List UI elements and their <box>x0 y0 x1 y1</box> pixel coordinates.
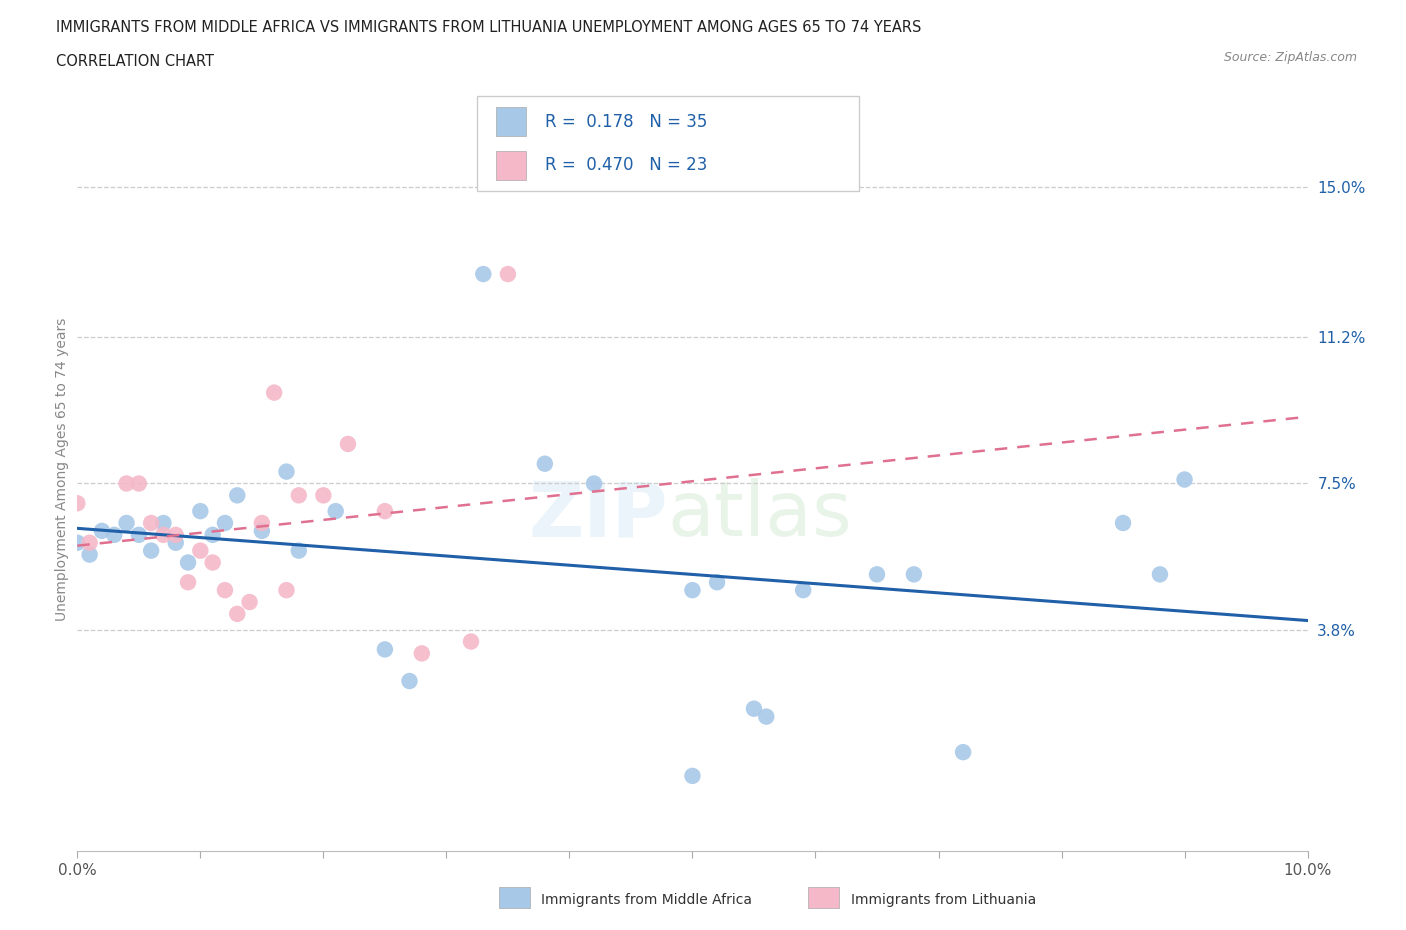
Point <box>90 524 114 538</box>
Point <box>165 527 187 542</box>
Text: R =  0.470   N = 23: R = 0.470 N = 23 <box>546 156 707 174</box>
Point <box>792 583 814 598</box>
Point <box>337 436 360 451</box>
Point <box>128 527 150 542</box>
Point <box>276 583 298 598</box>
Point <box>115 476 138 491</box>
Text: R =  0.178   N = 35: R = 0.178 N = 35 <box>546 113 707 131</box>
Point <box>682 583 704 598</box>
Point <box>115 515 138 530</box>
Point <box>250 515 273 530</box>
Point <box>374 642 396 657</box>
Point <box>188 543 212 558</box>
Text: atlas: atlas <box>668 478 852 552</box>
Point <box>583 476 606 491</box>
Bar <box>496 151 526 179</box>
Point <box>226 488 249 503</box>
Point <box>288 543 311 558</box>
Point <box>534 457 557 472</box>
Point <box>742 701 765 716</box>
Point <box>755 710 778 724</box>
Point <box>201 555 224 570</box>
Point <box>177 555 200 570</box>
Point <box>1112 515 1135 530</box>
Bar <box>496 108 526 137</box>
Point <box>472 267 495 282</box>
Point <box>276 464 298 479</box>
Point <box>141 515 163 530</box>
Text: IMMIGRANTS FROM MIDDLE AFRICA VS IMMIGRANTS FROM LITHUANIA UNEMPLOYMENT AMONG AG: IMMIGRANTS FROM MIDDLE AFRICA VS IMMIGRA… <box>56 20 921 35</box>
Text: CORRELATION CHART: CORRELATION CHART <box>56 54 214 69</box>
Point <box>374 504 396 519</box>
Point <box>239 594 262 609</box>
Point <box>411 646 433 661</box>
Point <box>214 515 236 530</box>
Point <box>141 543 163 558</box>
Point <box>79 547 101 562</box>
Point <box>226 606 249 621</box>
Point <box>263 385 285 400</box>
Point <box>288 488 311 503</box>
Point <box>312 488 335 503</box>
Point <box>66 496 89 511</box>
Point <box>128 476 150 491</box>
Point <box>398 673 420 688</box>
Point <box>152 515 174 530</box>
Point <box>1174 472 1197 487</box>
Point <box>866 567 889 582</box>
Point <box>1149 567 1171 582</box>
Point <box>165 536 187 551</box>
Bar <box>808 887 839 908</box>
Bar <box>499 887 530 908</box>
Text: ZIP: ZIP <box>529 478 668 552</box>
Text: Immigrants from Middle Africa: Immigrants from Middle Africa <box>541 893 752 908</box>
Point <box>152 527 174 542</box>
Text: Immigrants from Lithuania: Immigrants from Lithuania <box>851 893 1036 908</box>
Point <box>325 504 347 519</box>
Point <box>177 575 200 590</box>
Point <box>103 527 125 542</box>
Point <box>706 575 728 590</box>
Text: Source: ZipAtlas.com: Source: ZipAtlas.com <box>1223 51 1357 64</box>
Point <box>903 567 925 582</box>
Point <box>188 504 212 519</box>
Point <box>66 536 89 551</box>
Point <box>496 267 519 282</box>
Point <box>201 527 224 542</box>
Point <box>250 524 273 538</box>
Y-axis label: Unemployment Among Ages 65 to 74 years: Unemployment Among Ages 65 to 74 years <box>55 318 69 621</box>
Point <box>214 583 236 598</box>
FancyBboxPatch shape <box>477 96 859 192</box>
Point <box>952 745 974 760</box>
Point <box>460 634 482 649</box>
Point <box>682 768 704 783</box>
Point <box>79 536 101 551</box>
